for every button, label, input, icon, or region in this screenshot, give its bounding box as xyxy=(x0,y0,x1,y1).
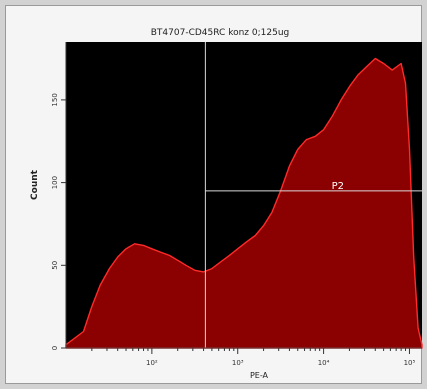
y-axis-label: Count xyxy=(30,169,40,200)
y-tick-label: 150 xyxy=(51,93,59,106)
x-tick-label: 10⁵ xyxy=(404,359,416,367)
x-tick-label: 10² xyxy=(146,359,158,367)
x-axis-label: PE-A xyxy=(250,371,269,380)
y-tick-label: 0 xyxy=(51,346,59,350)
y-tick-label: 50 xyxy=(51,261,59,270)
gate-label: P2 xyxy=(332,181,344,192)
x-tick-label: 10⁴ xyxy=(318,359,330,367)
chart-frame: BT4707-CD45RC konz 0;125ug Count PE-A P2… xyxy=(5,5,423,384)
y-tick-label: 100 xyxy=(51,176,59,189)
histogram-area xyxy=(65,57,423,349)
chart-title: BT4707-CD45RC konz 0;125ug xyxy=(151,28,289,38)
histogram-chart: BT4707-CD45RC konz 0;125ug Count PE-A P2… xyxy=(30,28,423,380)
x-tick-label: 10³ xyxy=(232,359,244,367)
